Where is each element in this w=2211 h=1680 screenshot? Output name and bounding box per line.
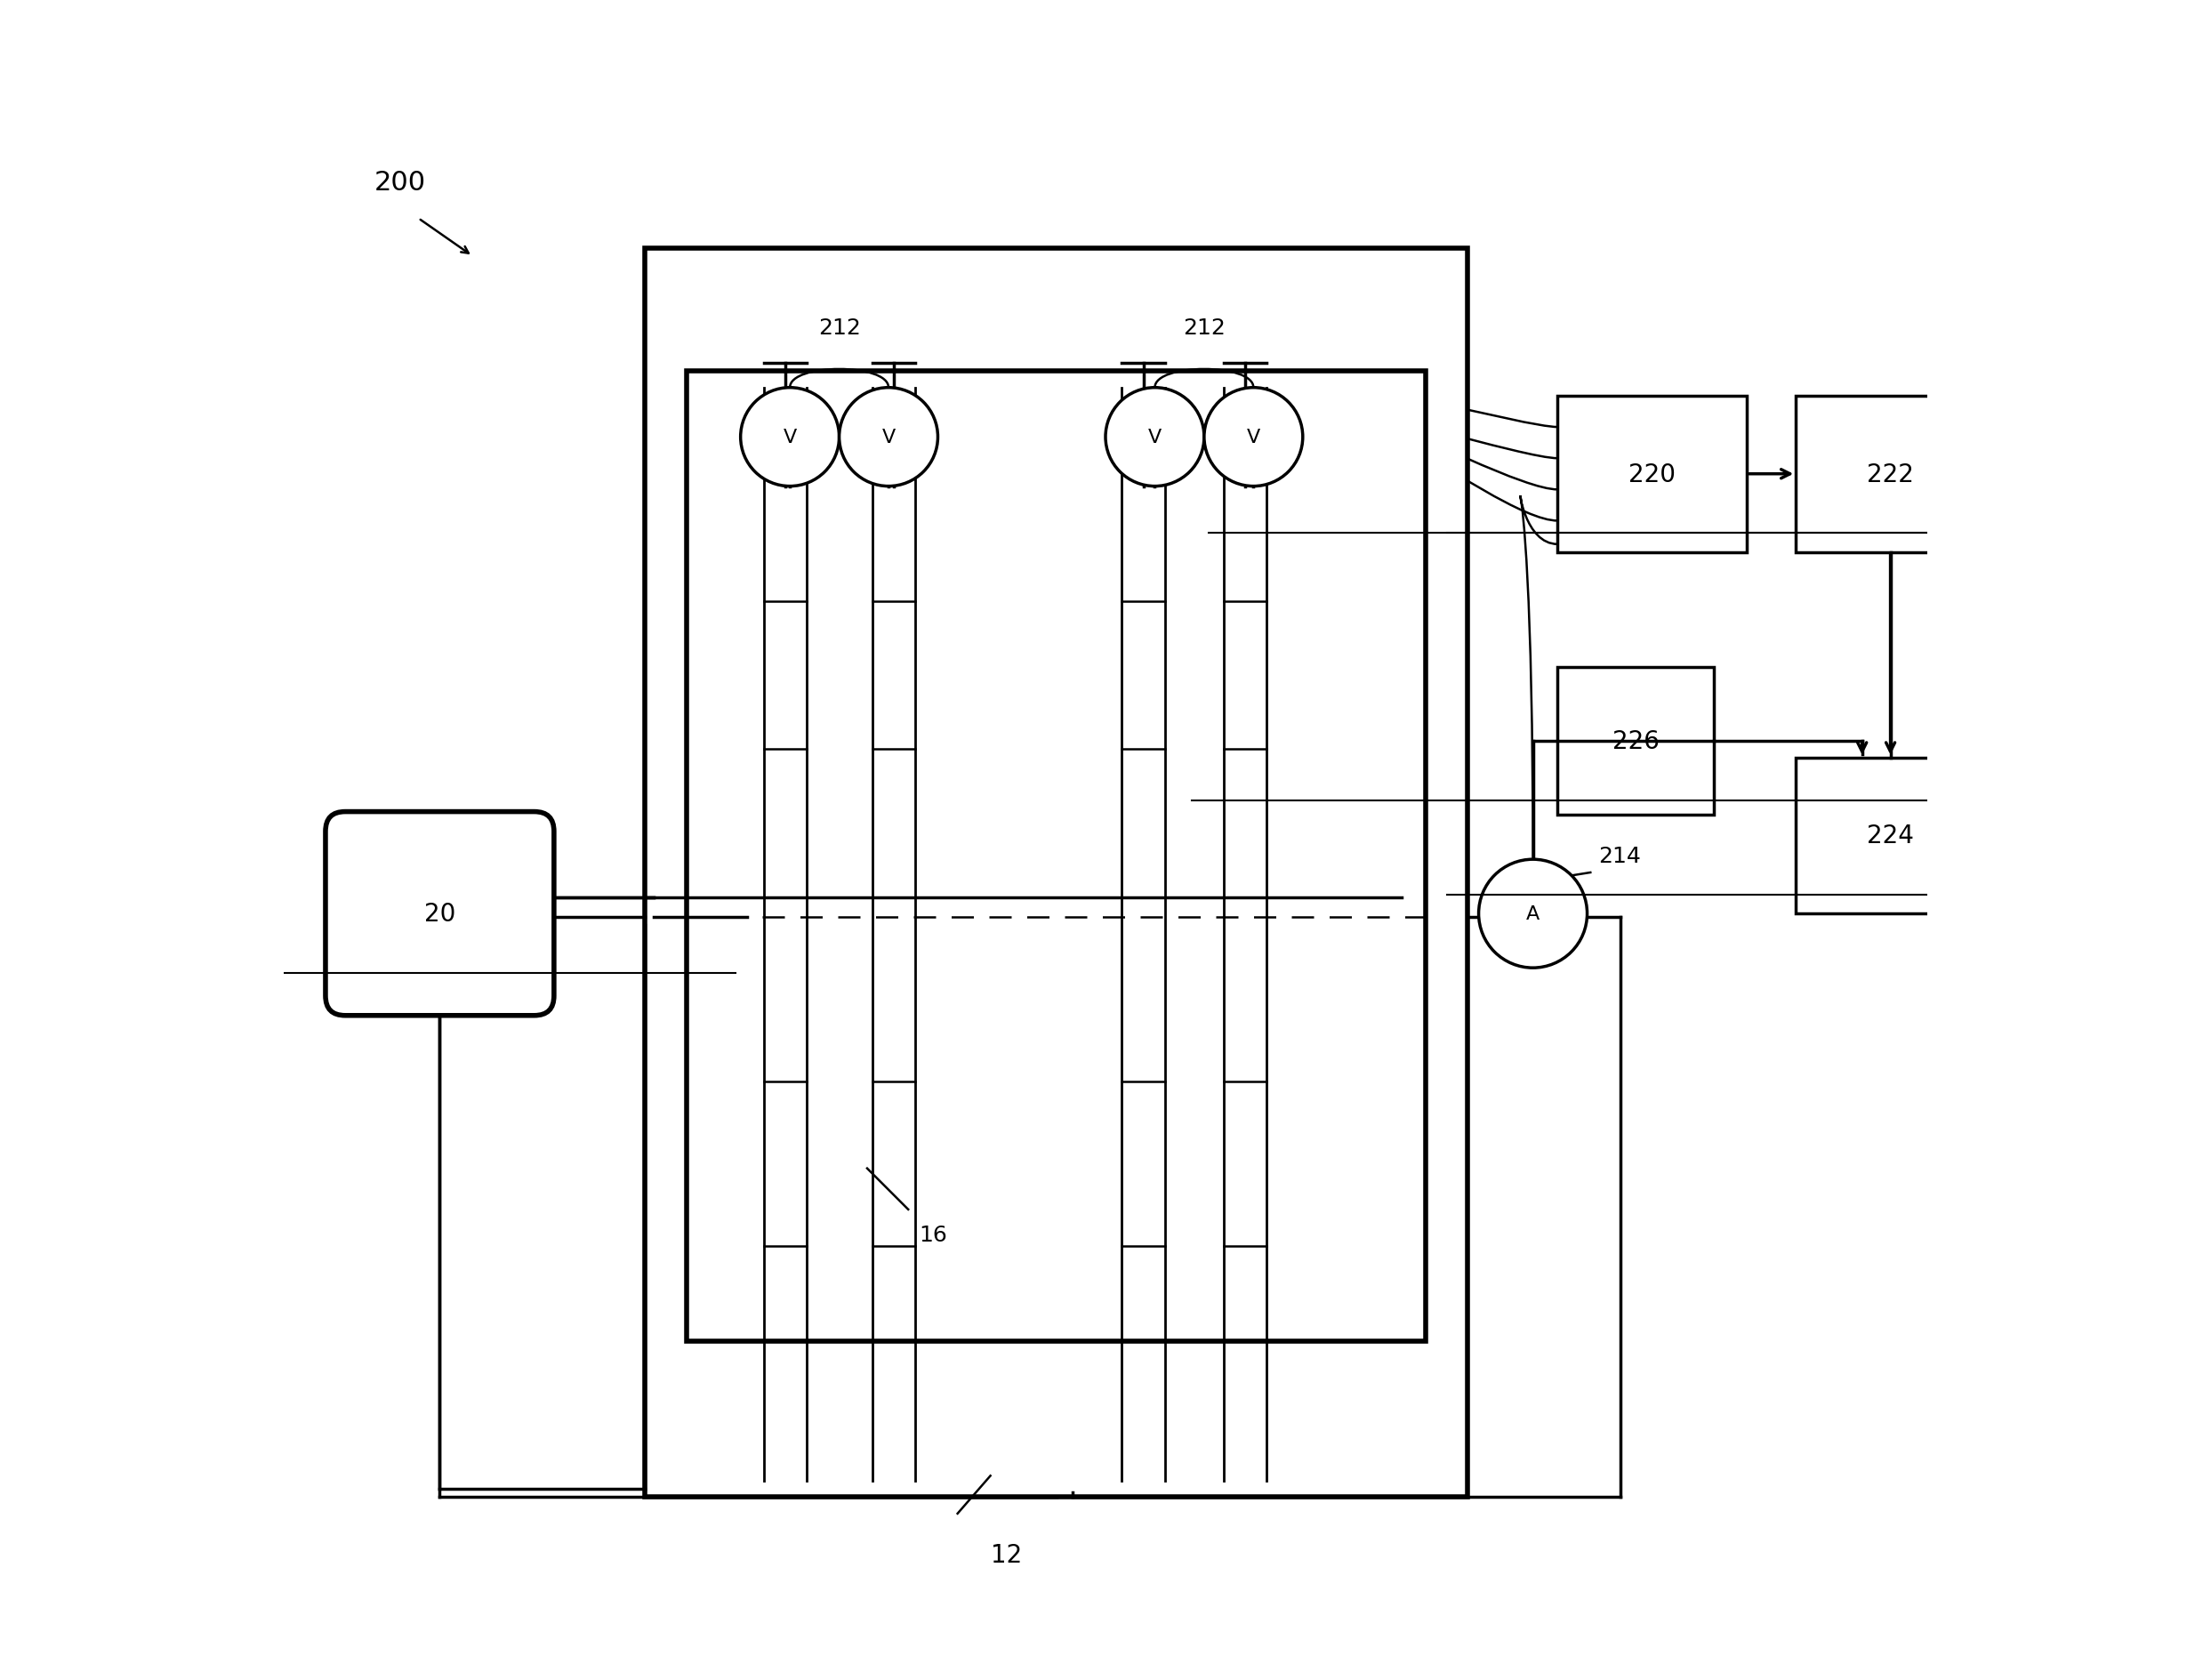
Text: 226: 226 xyxy=(1612,729,1658,754)
Text: V: V xyxy=(1247,428,1260,447)
Circle shape xyxy=(840,388,937,487)
Bar xyxy=(685,371,1426,1341)
Text: 212: 212 xyxy=(818,318,860,339)
Text: 16: 16 xyxy=(920,1223,946,1245)
Bar xyxy=(1795,396,1985,553)
Circle shape xyxy=(1205,388,1302,487)
Text: A: A xyxy=(1526,906,1539,922)
Text: 220: 220 xyxy=(1630,462,1676,487)
Text: V: V xyxy=(783,428,796,447)
Text: 222: 222 xyxy=(1866,462,1915,487)
Bar xyxy=(1557,667,1714,815)
Text: 224: 224 xyxy=(1866,823,1915,848)
Circle shape xyxy=(741,388,840,487)
Circle shape xyxy=(1479,860,1587,968)
Text: V: V xyxy=(1148,428,1161,447)
Text: 20: 20 xyxy=(425,902,455,926)
Text: 212: 212 xyxy=(1183,318,1225,339)
Circle shape xyxy=(1106,388,1205,487)
Bar xyxy=(646,249,1468,1497)
Bar xyxy=(1795,758,1985,914)
Text: 200: 200 xyxy=(374,170,427,195)
Text: 214: 214 xyxy=(1599,845,1641,867)
Text: V: V xyxy=(882,428,895,447)
FancyBboxPatch shape xyxy=(325,811,555,1016)
Text: 12: 12 xyxy=(991,1542,1021,1567)
Bar xyxy=(1557,396,1747,553)
